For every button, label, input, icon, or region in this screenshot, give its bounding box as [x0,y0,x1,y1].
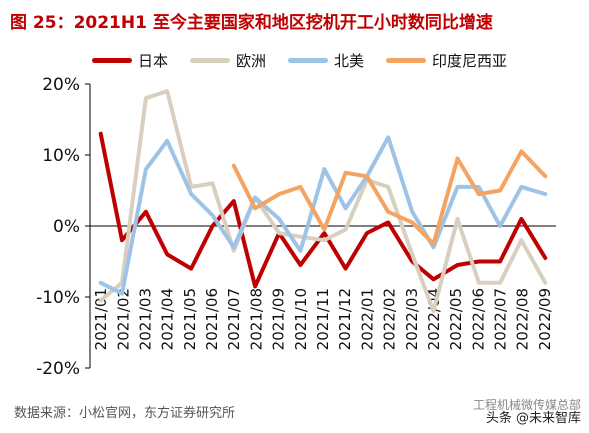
x-tick-label: 2021/01 [92,288,110,350]
x-tick-label: 2021/06 [203,288,221,350]
x-tick-label: 2022/06 [469,288,487,350]
legend-swatch [386,58,427,63]
x-tick-label: 2022/08 [514,288,532,350]
x-tick-label: 2022/05 [447,288,465,350]
x-tick-label: 2022/03 [403,288,421,350]
x-tick-label: 2021/05 [181,288,199,350]
x-tick-label: 2021/12 [336,288,354,350]
legend: 日本 欧洲 北美 印度尼西亚 [92,50,507,71]
series-line-3 [98,135,548,296]
source-note: 数据来源：小松官网，东方证券研究所 [14,406,236,421]
x-tick-label: 2021/08 [247,288,265,350]
legend-label: 日本 [138,52,169,70]
x-tick-label: 2021/02 [114,288,132,350]
y-tick-label: -10% [36,288,80,308]
chart-title: 图 25：2021H1 至今主要国家和地区挖机开工小时数同比增速 [10,13,493,33]
series-line-4 [231,149,548,246]
series-line-2 [98,89,548,314]
y-tick-label: 0% [53,217,80,237]
x-tick-label: 2021/10 [292,288,310,350]
legend-item-1: 日本 [92,50,168,71]
legend-label: 印度尼西亚 [432,52,508,70]
legend-label: 欧洲 [236,52,267,70]
x-tick-label: 2022/02 [381,288,399,350]
x-tick-label: 2021/11 [314,288,332,350]
x-tick-label: 2021/03 [136,288,154,350]
series-line-1 [98,131,548,289]
legend-item-4: 印度尼西亚 [386,50,507,71]
legend-swatch [190,58,231,63]
y-tick-label: 20% [42,75,80,95]
x-tick-label: 2022/01 [358,288,376,350]
legend-label: 北美 [334,52,365,70]
x-tick-label: 2021/04 [159,288,177,350]
legend-swatch [288,58,329,63]
x-tick-label: 2021/09 [270,288,288,350]
watermark: 工程机械微传媒总部 头条 @未来智库 [473,398,581,426]
x-tick-label: 2022/09 [536,288,554,350]
chart: -20% -10% 0% 10% 20% 2021/01 2021/02 2021/03 202… [36,75,556,379]
y-tick-label: 10% [42,146,80,166]
y-tick-label: -20% [36,359,80,379]
legend-item-2: 欧洲 [190,50,266,71]
x-tick-label: 2021/07 [225,288,243,350]
x-tick-label: 2022/07 [492,288,510,350]
legend-swatch [92,58,132,63]
watermark-line2: 头条 @未来智库 [485,411,581,426]
watermark-line1: 工程机械微传媒总部 [472,398,581,412]
legend-item-3: 北美 [288,50,364,71]
